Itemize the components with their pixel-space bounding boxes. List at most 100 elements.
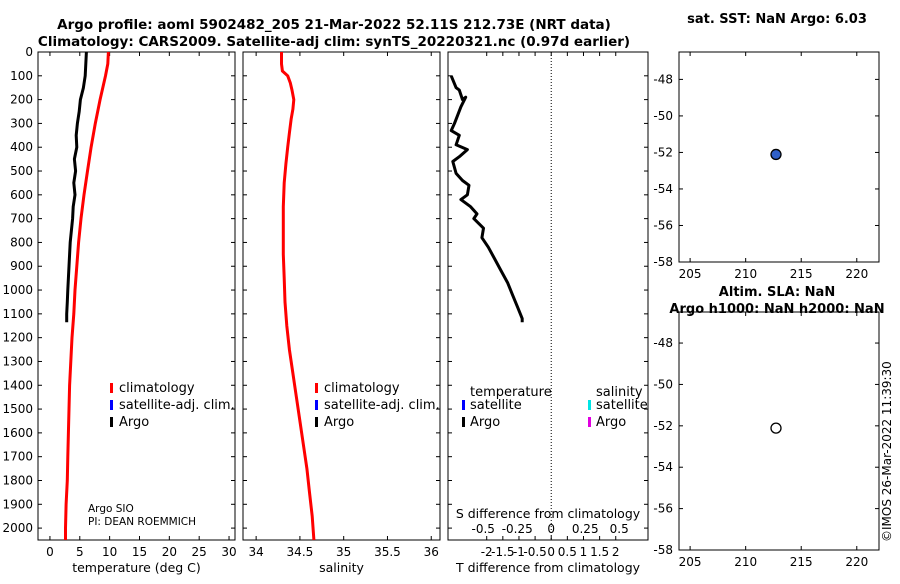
depth-tick-label: 2000 bbox=[2, 521, 33, 535]
x-tick-label: 1 bbox=[580, 545, 588, 559]
sla-map-title-line1: Altim. SLA: NaN bbox=[719, 285, 835, 300]
legend-label: climatology bbox=[324, 381, 400, 396]
annotation-text: Argo SIO bbox=[88, 503, 134, 515]
x-tick-label: 15 bbox=[132, 545, 147, 559]
argo-position-marker bbox=[770, 422, 782, 434]
x-axis-label: salinity bbox=[319, 560, 364, 575]
legend-label: Argo bbox=[324, 415, 354, 430]
legend-heading: temperature bbox=[470, 385, 552, 400]
lat-tick-label: -52 bbox=[653, 145, 673, 159]
depth-tick-label: 300 bbox=[10, 116, 33, 130]
legend-swatch bbox=[588, 400, 591, 410]
sst-map-title: sat. SST: NaN Argo: 6.03 bbox=[687, 12, 867, 27]
legend-label: climatology bbox=[119, 381, 195, 396]
depth-tick-label: 400 bbox=[10, 140, 33, 154]
lat-tick-label: -56 bbox=[653, 502, 673, 516]
x-tick-label: 5 bbox=[76, 545, 84, 559]
figure-title-line2: Climatology: CARS2009. Satellite-adj cli… bbox=[38, 34, 630, 50]
lat-tick-label: -52 bbox=[653, 419, 673, 433]
depth-tick-label: 1200 bbox=[2, 331, 33, 345]
x-tick-label: 1.5 bbox=[590, 545, 609, 559]
top-tick-label: 0.5 bbox=[610, 522, 629, 536]
depth-tick-label: 900 bbox=[10, 259, 33, 273]
lat-tick-label: -48 bbox=[653, 72, 673, 86]
sla-map-frame bbox=[678, 311, 880, 551]
depth-tick-label: 1800 bbox=[2, 473, 33, 487]
depth-tick-label: 0 bbox=[25, 45, 33, 59]
x-tick-label: -2 bbox=[481, 545, 493, 559]
lon-tick-label: 215 bbox=[790, 555, 813, 569]
legend-swatch bbox=[315, 400, 318, 410]
lat-tick-label: -54 bbox=[653, 182, 673, 196]
figure-title-line1: Argo profile: aoml 5902482_205 21-Mar-20… bbox=[57, 17, 611, 33]
legend-swatch bbox=[110, 417, 113, 427]
lon-tick-label: 210 bbox=[734, 555, 757, 569]
x-tick-label: -0.5 bbox=[523, 545, 546, 559]
imos-timestamp: ©IMOS 26-Mar-2022 11:39:30 bbox=[880, 361, 894, 542]
profile-line-climatology bbox=[64, 51, 110, 540]
top-tick-label: -0.5 bbox=[472, 522, 495, 536]
legend-swatch bbox=[588, 417, 591, 427]
profile-line-argo bbox=[65, 51, 88, 323]
legend-label: satellite-adj. clim. bbox=[324, 398, 440, 413]
legend-swatch bbox=[462, 400, 465, 410]
depth-tick-label: 200 bbox=[10, 93, 33, 107]
x-tick-label: 0.5 bbox=[558, 545, 577, 559]
top-tick-label: -0.25 bbox=[502, 522, 533, 536]
legend-swatch bbox=[110, 383, 113, 393]
lat-tick-label: -54 bbox=[653, 460, 673, 474]
sst-map-frame bbox=[678, 51, 880, 263]
legend-label: satellite bbox=[596, 398, 648, 413]
argo-position-marker bbox=[770, 148, 782, 161]
depth-tick-label: 800 bbox=[10, 235, 33, 249]
depth-tick-label: 1500 bbox=[2, 402, 33, 416]
x-axis-label: temperature (deg C) bbox=[72, 560, 201, 575]
legend-label: satellite-adj. clim. bbox=[119, 398, 235, 413]
legend-swatch bbox=[110, 400, 113, 410]
salinity-panel-frame bbox=[242, 51, 441, 541]
lon-tick-label: 220 bbox=[845, 267, 868, 281]
depth-tick-label: 500 bbox=[10, 164, 33, 178]
lon-tick-label: 215 bbox=[790, 267, 813, 281]
x-tick-label: 30 bbox=[221, 545, 236, 559]
profile-line-climatology bbox=[280, 52, 316, 541]
x-axis-label: T difference from climatology bbox=[455, 560, 641, 575]
difference-panel-frame bbox=[447, 51, 649, 541]
legend-heading: salinity bbox=[596, 385, 643, 400]
depth-tick-label: 1900 bbox=[2, 497, 33, 511]
top-tick-label: 0.25 bbox=[572, 522, 599, 536]
x-tick-label: 35.5 bbox=[374, 545, 401, 559]
lon-tick-label: 205 bbox=[679, 267, 702, 281]
lon-tick-label: 210 bbox=[734, 267, 757, 281]
x-tick-label: 0 bbox=[46, 545, 54, 559]
x-tick-label: -1 bbox=[513, 545, 525, 559]
profile-line-argo-t-difference bbox=[449, 75, 524, 323]
x-tick-label: 25 bbox=[192, 545, 207, 559]
depth-tick-label: 1300 bbox=[2, 354, 33, 368]
lon-tick-label: 205 bbox=[679, 555, 702, 569]
legend-swatch bbox=[315, 417, 318, 427]
x-tick-label: 35 bbox=[336, 545, 351, 559]
lat-tick-label: -50 bbox=[653, 377, 673, 391]
depth-tick-label: 1100 bbox=[2, 307, 33, 321]
x-tick-label: -1.5 bbox=[491, 545, 514, 559]
depth-tick-label: 100 bbox=[10, 69, 33, 83]
lat-tick-label: -56 bbox=[653, 218, 673, 232]
top-tick-label: 0 bbox=[547, 522, 555, 536]
sla-map-title-line2: Argo h1000: NaN h2000: NaN bbox=[669, 302, 884, 317]
lon-tick-label: 220 bbox=[845, 555, 868, 569]
x-tick-label: 36 bbox=[424, 545, 439, 559]
legend-label: Argo bbox=[119, 415, 149, 430]
legend-label: Argo bbox=[596, 415, 626, 430]
x-tick-label: 34.5 bbox=[287, 545, 314, 559]
x-tick-label: 20 bbox=[162, 545, 177, 559]
lat-tick-label: -50 bbox=[653, 109, 673, 123]
annotation-text: PI: DEAN ROEMMICH bbox=[88, 516, 196, 528]
legend-label: satellite bbox=[470, 398, 522, 413]
x-tick-label: 2 bbox=[612, 545, 620, 559]
legend-swatch bbox=[315, 383, 318, 393]
depth-tick-label: 700 bbox=[10, 212, 33, 226]
top-axis-label: S difference from climatology bbox=[456, 506, 641, 521]
lat-tick-label: -58 bbox=[653, 543, 673, 557]
